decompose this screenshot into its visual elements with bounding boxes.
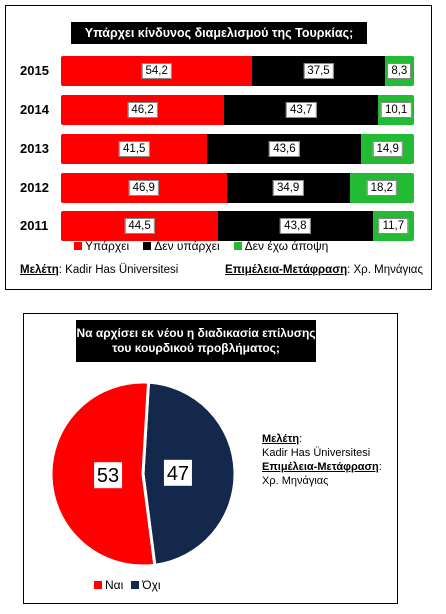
legend-item-ochi: Όχι	[131, 578, 161, 592]
pie-editing-value: Χρ. Μηνάγιας	[262, 475, 329, 487]
data-label-no-2013: 43,6	[269, 141, 300, 157]
year-label-2013: 2013	[20, 141, 49, 156]
data-label-yes-2014: 46,2	[127, 102, 158, 118]
year-label-2015: 2015	[20, 63, 49, 78]
pie-label-ochi: 47	[167, 463, 189, 485]
bar-segment-no-2013: 43,6	[207, 134, 362, 164]
data-label-no-opinion-2014: 10,1	[380, 102, 412, 118]
bar-row-2012: 2012 46,9 34,9 18,2	[6, 171, 433, 205]
legend-swatch-yes	[74, 242, 82, 250]
data-label-no-opinion-2013: 14,9	[372, 141, 403, 157]
bar-chart-title: Υπάρχει κίνδυνος διαμελισμού της Τουρκία…	[71, 22, 367, 44]
data-label-no-2012: 34,9	[272, 180, 304, 196]
year-label-2014: 2014	[20, 102, 49, 117]
pie-editing-label: Επιμέλεια-Μετάφραση	[262, 461, 379, 473]
bar-segment-no-opinion-2012: 18,2	[349, 173, 414, 203]
bar-segment-no-opinion-2014: 10,1	[378, 95, 414, 125]
legend-label-yes: Υπάρχει	[85, 239, 130, 253]
data-label-no-opinion-2015: 8,3	[387, 63, 412, 79]
bar-chart-panel: Υπάρχει κίνδυνος διαμελισμού της Τουρκία…	[5, 5, 432, 290]
stacked-bar-2011: 44,5 43,8 11,7	[61, 211, 414, 241]
data-label-yes-2013: 41,5	[119, 141, 150, 157]
study-value: : Kadir Has Üniversitesi	[58, 264, 179, 276]
editing-label: Επιμέλεια-Μετάφραση	[225, 264, 348, 276]
data-label-no-2011: 43,8	[280, 218, 311, 234]
legend-label-no-opinion: Δεν έχω άποψη	[244, 239, 329, 253]
pie-study-value: Kadir Has Üniversitesi	[262, 447, 371, 459]
pie-chart-panel: Να αρχίσει εκ νέου η διαδικασία επίλυσης…	[23, 313, 398, 604]
legend-label-no: Δεν υπάρχει	[154, 239, 220, 253]
legend-item-no-opinion: Δεν έχω άποψη	[233, 239, 329, 253]
bar-row-2011: 2011 44,5 43,8 11,7	[6, 209, 433, 243]
year-label-2012: 2012	[20, 180, 49, 195]
stacked-bar-2012: 46,9 34,9 18,2	[61, 173, 414, 203]
bar-segment-no-opinion-2015: 8,3	[384, 56, 414, 86]
pie-study-label: Μελέτη	[262, 433, 300, 445]
data-label-no-opinion-2011: 11,7	[378, 218, 409, 234]
pie-chart-title: Να αρχίσει εκ νέου η διαδικασία επίλυσης…	[76, 320, 316, 362]
pie-chart: 47 53	[49, 380, 237, 568]
editing-value: : Χρ. Μηνάγιας	[347, 264, 423, 276]
bar-segment-no-opinion-2011: 11,7	[372, 211, 414, 241]
bar-segment-yes-2014: 46,2	[61, 95, 225, 125]
bar-segment-no-opinion-2013: 14,9	[361, 134, 414, 164]
editing-credit: Επιμέλεια-Μετάφραση: Χρ. Μηνάγιας	[225, 264, 423, 276]
bar-row-2013: 2013 41,5 43,6 14,9	[6, 132, 433, 166]
legend-item-yes: Υπάρχει	[74, 239, 129, 253]
bar-segment-yes-2011: 44,5	[61, 211, 219, 241]
data-label-no-opinion-2012: 18,2	[366, 180, 398, 196]
legend-item-nai: Ναι	[94, 578, 123, 592]
bar-chart-credits: Μελέτη: Kadir Has Üniversitesi Επιμέλεια…	[20, 264, 423, 276]
legend-swatch-no-opinion	[233, 242, 242, 250]
bar-segment-yes-2015: 54,2	[61, 56, 253, 86]
legend-label-nai: Ναι	[105, 578, 124, 592]
pie-label-nai: 53	[97, 465, 119, 487]
data-label-no-2014: 43,7	[286, 102, 317, 118]
bar-segment-no-2012: 34,9	[226, 173, 350, 203]
legend-label-ochi: Όχι	[142, 578, 161, 592]
bar-segment-yes-2013: 41,5	[61, 134, 208, 164]
study-credit: Μελέτη: Kadir Has Üniversitesi	[20, 264, 178, 276]
legend-swatch-nai	[94, 581, 102, 589]
legend-swatch-ochi	[131, 581, 140, 589]
bar-segment-no-2015: 37,5	[252, 56, 385, 86]
study-label: Μελέτη	[20, 264, 59, 276]
bar-segment-yes-2012: 46,9	[61, 173, 227, 203]
pie-chart-legend: Ναι Όχι	[94, 578, 161, 592]
data-label-no-2015: 37,5	[303, 63, 334, 79]
data-label-yes-2015: 54,2	[141, 63, 172, 79]
data-label-yes-2012: 46,9	[128, 180, 159, 196]
bar-chart-legend: Υπάρχει Δεν υπάρχει Δεν έχω άποψη	[74, 239, 328, 253]
stacked-bar-2013: 41,5 43,6 14,9	[61, 134, 414, 164]
stacked-bar-2014: 46,2 43,7 10,1	[61, 95, 414, 125]
bar-row-2015: 2015 54,2 37,5 8,3	[6, 54, 433, 88]
pie-label-bg-ochi	[163, 459, 192, 486]
bar-row-2014: 2014 46,2 43,7 10,1	[6, 93, 433, 127]
stacked-bar-2015: 54,2 37,5 8,3	[61, 56, 414, 86]
legend-item-no: Δεν υπάρχει	[143, 239, 220, 253]
pie-chart-title-line1: Να αρχίσει εκ νέου η διαδικασία επίλυσης	[76, 326, 316, 340]
pie-chart-credits: Μελέτη: Kadir Has Üniversitesi Επιμέλεια…	[262, 432, 397, 488]
bar-segment-no-2011: 43,8	[218, 211, 373, 241]
pie-chart-title-line2: του κουρδικού προβλήματος;	[112, 341, 280, 355]
legend-swatch-no	[143, 242, 152, 250]
pie-label-bg-nai	[94, 462, 123, 489]
year-label-2011: 2011	[20, 218, 49, 233]
data-label-yes-2011: 44,5	[124, 218, 155, 234]
bar-segment-no-2014: 43,7	[224, 95, 379, 125]
